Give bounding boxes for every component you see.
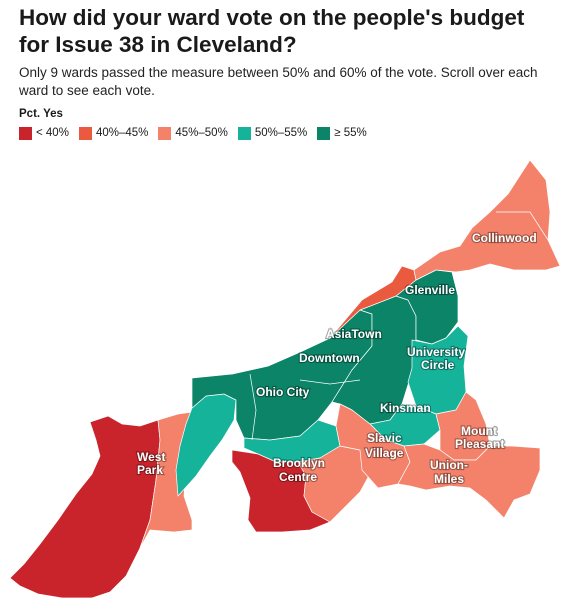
ward-old-brooklyn[interactable]: [297, 445, 373, 523]
ward-boundary: [249, 373, 257, 441]
map-label-collinwood: Collinwood: [472, 231, 537, 245]
ward-boundary: [496, 211, 549, 241]
map-label-ohio-city: Ohio City: [256, 385, 310, 399]
legend-item-40-45: 40%–45%: [78, 126, 149, 140]
map-label-slavic: Slavic: [367, 431, 402, 445]
legend-label: ≥ 55%: [334, 127, 367, 139]
map-label-brooklyn: Brooklyn: [273, 456, 325, 470]
map-label-kinsman: Kinsman: [380, 401, 431, 415]
ward-brooklyn-centre[interactable]: [231, 449, 331, 533]
map-label-centre: Centre: [279, 470, 317, 484]
subtitle: Only 9 wards passed the measure between …: [19, 65, 538, 98]
map-label-mount: Mount: [461, 424, 497, 438]
ward-collinwood[interactable]: [413, 159, 561, 281]
ward-boundary: [299, 379, 361, 385]
map-label-circle: Circle: [421, 358, 455, 372]
legend-swatch: [19, 126, 32, 140]
ward-union-miles[interactable]: [397, 443, 541, 519]
map-label-miles: Miles: [434, 472, 464, 486]
legend-swatch: [237, 126, 251, 140]
ward-far-west[interactable]: [9, 415, 161, 598]
map-label-downtown: Downtown: [299, 351, 360, 365]
legend-swatch: [78, 126, 92, 140]
map-label-west: West: [137, 450, 165, 464]
map-label-asiatown: AsiaTown: [326, 327, 382, 341]
legend-title: Pct. Yes: [19, 108, 63, 120]
legend: Pct. Yes < 40% 40%–45% 45%–50% 50%–55% ≥…: [19, 107, 367, 140]
ward-west-teal[interactable]: [175, 393, 237, 497]
map-label-glenville: Glenville: [405, 283, 455, 297]
map-label-village: Village: [365, 446, 404, 460]
page-title: How did your ward vote on the people's b…: [19, 5, 525, 57]
map-label-park: Park: [137, 463, 163, 477]
legend-label: 50%–55%: [254, 127, 308, 139]
legend-item-lt40: < 40%: [19, 126, 69, 140]
legend-label: 45%–50%: [175, 127, 228, 139]
legend-item-50-55: 50%–55%: [237, 126, 308, 140]
legend-swatch: [317, 126, 331, 140]
map-label-university: University: [407, 345, 465, 359]
legend-label: < 40%: [36, 127, 69, 139]
legend-item-45-50: 45%–50%: [158, 126, 228, 140]
map-label-union: Union-: [430, 458, 468, 472]
legend-swatch: [158, 126, 172, 140]
map-label-pleasant: Pleasant: [455, 437, 504, 451]
legend-label: 40%–45%: [95, 127, 149, 139]
legend-item-gte55: ≥ 55%: [317, 126, 367, 140]
